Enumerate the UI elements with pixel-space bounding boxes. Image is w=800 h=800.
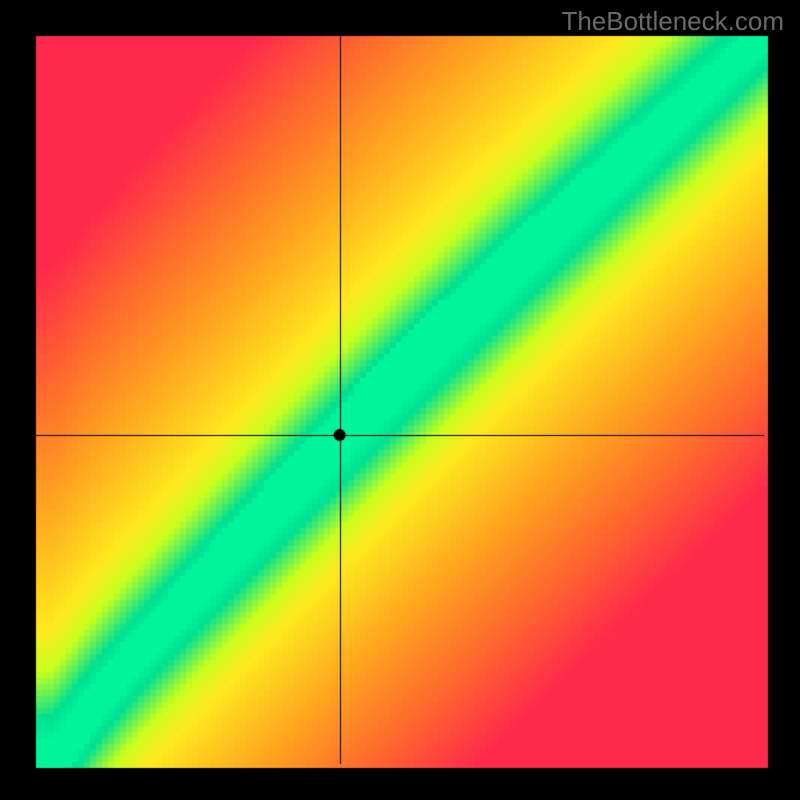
chart-container: TheBottleneck.com bbox=[0, 0, 800, 800]
watermark-text: TheBottleneck.com bbox=[561, 6, 784, 37]
bottleneck-heatmap bbox=[0, 0, 800, 800]
